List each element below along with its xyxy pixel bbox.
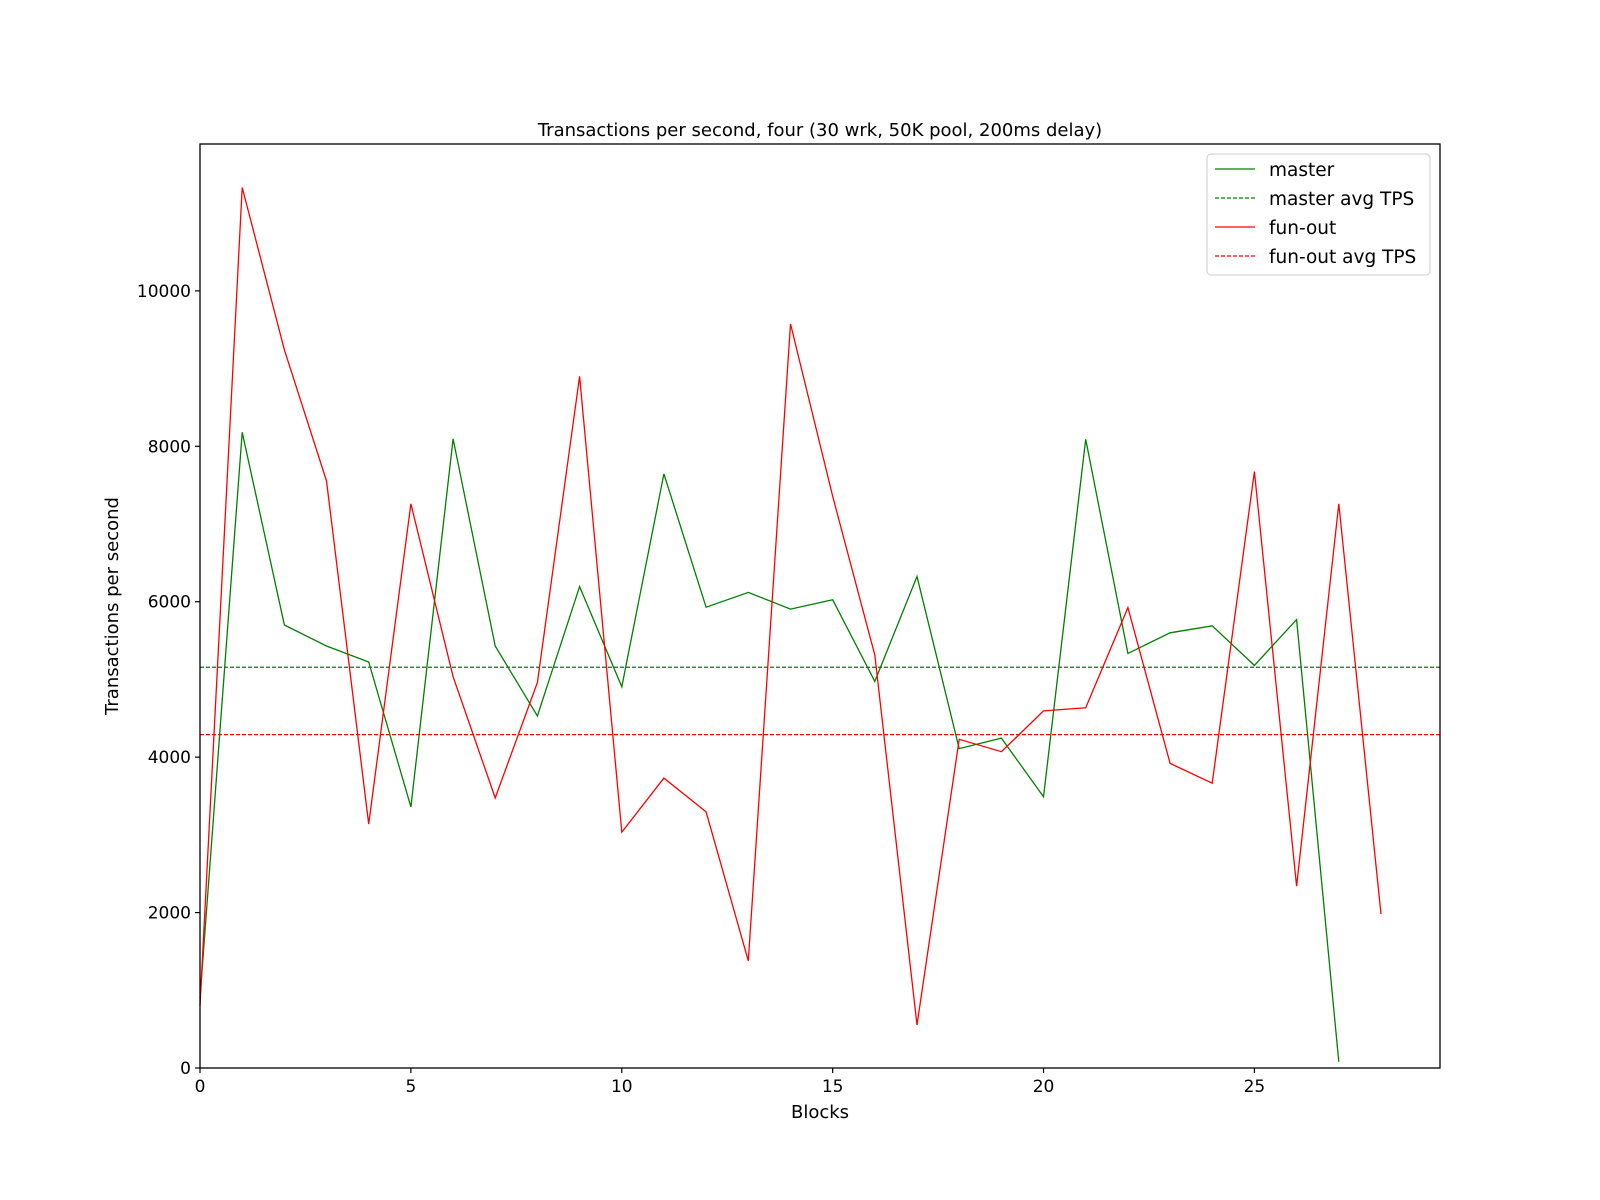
y-tick-label: 0 [180, 1059, 191, 1079]
y-tick-label: 4000 [148, 748, 191, 768]
y-tick-label: 2000 [148, 904, 191, 924]
chart-title: Transactions per second, four (30 wrk, 5… [537, 120, 1102, 141]
x-tick-label: 10 [611, 1077, 633, 1097]
axes-frame [199, 143, 1441, 1069]
legend-label: fun-out avg TPS [1269, 247, 1416, 268]
y-tick-label: 8000 [148, 437, 191, 457]
legend-item-fun-out: fun-out [1215, 218, 1336, 239]
legend-label: fun-out [1269, 218, 1336, 239]
legend-label: master [1269, 160, 1335, 181]
x-tick-label: 15 [822, 1077, 844, 1097]
plot-area [199, 187, 1440, 1062]
master-series-line [199, 432, 1340, 1062]
x-tick-label: 25 [1244, 1077, 1266, 1097]
y-tick-label: 10000 [137, 282, 191, 302]
legend-label: master avg TPS [1269, 189, 1414, 210]
x-axis: 0 5 10 15 20 25 [195, 1068, 1266, 1097]
legend-box [1206, 153, 1431, 276]
x-tick-label: 5 [405, 1077, 416, 1097]
legend: master master avg TPS fun-out fun-out av… [1206, 153, 1431, 276]
x-tick-label: 0 [195, 1077, 206, 1097]
y-tick-label: 6000 [148, 593, 191, 613]
legend-item-master: master [1215, 160, 1335, 181]
x-tick-label: 20 [1033, 1077, 1055, 1097]
y-axis: 0 2000 4000 6000 8000 10000 [137, 282, 200, 1079]
legend-item-fun-out-avg: fun-out avg TPS [1215, 247, 1416, 268]
fun-out-series-line [199, 187, 1382, 1025]
x-axis-label: Blocks [791, 1102, 849, 1123]
y-axis-label: Transactions per second [102, 497, 123, 716]
legend-item-master-avg: master avg TPS [1215, 189, 1414, 210]
